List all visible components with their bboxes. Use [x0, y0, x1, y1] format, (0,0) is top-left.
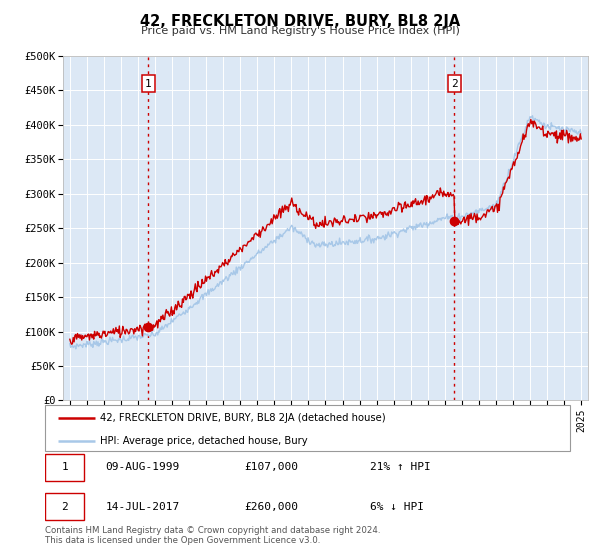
FancyBboxPatch shape [45, 405, 570, 451]
Text: Price paid vs. HM Land Registry's House Price Index (HPI): Price paid vs. HM Land Registry's House … [140, 26, 460, 36]
Text: 09-AUG-1999: 09-AUG-1999 [106, 463, 179, 472]
FancyBboxPatch shape [45, 454, 85, 480]
Text: 14-JUL-2017: 14-JUL-2017 [106, 502, 179, 511]
Text: 2: 2 [61, 502, 68, 511]
Text: 21% ↑ HPI: 21% ↑ HPI [371, 463, 431, 472]
Text: Contains HM Land Registry data © Crown copyright and database right 2024.: Contains HM Land Registry data © Crown c… [45, 526, 380, 535]
Text: 2: 2 [451, 78, 457, 88]
Text: 1: 1 [61, 463, 68, 472]
Text: 1: 1 [145, 78, 152, 88]
Text: 42, FRECKLETON DRIVE, BURY, BL8 2JA (detached house): 42, FRECKLETON DRIVE, BURY, BL8 2JA (det… [100, 413, 386, 423]
FancyBboxPatch shape [45, 493, 85, 520]
Text: HPI: Average price, detached house, Bury: HPI: Average price, detached house, Bury [100, 436, 308, 446]
Text: £260,000: £260,000 [245, 502, 299, 511]
Text: 42, FRECKLETON DRIVE, BURY, BL8 2JA: 42, FRECKLETON DRIVE, BURY, BL8 2JA [140, 14, 460, 29]
Text: £107,000: £107,000 [245, 463, 299, 472]
Text: 6% ↓ HPI: 6% ↓ HPI [371, 502, 425, 511]
Text: This data is licensed under the Open Government Licence v3.0.: This data is licensed under the Open Gov… [45, 536, 320, 545]
